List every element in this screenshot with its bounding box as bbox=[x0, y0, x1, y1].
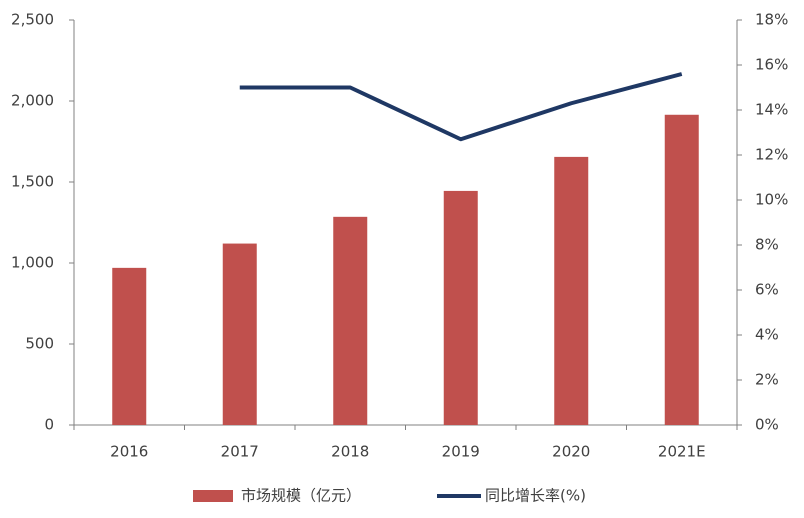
line bbox=[239, 72, 683, 142]
y2-tick-label: 4% bbox=[755, 326, 779, 344]
x-tick-label: 2016 bbox=[110, 443, 148, 461]
y2-tick-label: 18% bbox=[755, 11, 788, 29]
bar bbox=[333, 216, 368, 425]
legend-swatch bbox=[193, 490, 233, 502]
x-tick-label: 2021E bbox=[658, 443, 706, 461]
legend-label: 同比增长率(%) bbox=[485, 487, 586, 505]
x-tick-label: 2019 bbox=[442, 443, 480, 461]
bar bbox=[554, 156, 589, 425]
x-tick-label: 2020 bbox=[552, 443, 590, 461]
y2-tick-label: 10% bbox=[755, 191, 788, 209]
bar bbox=[112, 267, 147, 425]
y2-tick-label: 6% bbox=[755, 281, 779, 299]
y-tick-label: 2,500 bbox=[11, 11, 54, 29]
y-tick-label: 0 bbox=[44, 416, 54, 434]
x-tick-label: 2018 bbox=[331, 443, 369, 461]
legend-label: 市场规模（亿元） bbox=[241, 487, 361, 505]
y-tick-label: 2,000 bbox=[11, 92, 54, 110]
y2-tick-label: 2% bbox=[755, 371, 779, 389]
y2-tick-label: 8% bbox=[755, 236, 779, 254]
bar bbox=[443, 190, 478, 425]
y2-tick-label: 16% bbox=[755, 56, 788, 74]
y2-tick-label: 12% bbox=[755, 146, 788, 164]
y2-tick-label: 14% bbox=[755, 101, 788, 119]
y-tick-label: 500 bbox=[25, 335, 54, 353]
bar bbox=[664, 114, 699, 426]
x-tick-label: 2017 bbox=[221, 443, 259, 461]
y-tick-label: 1,500 bbox=[11, 173, 54, 191]
y2-tick-label: 0% bbox=[755, 416, 779, 434]
bar bbox=[222, 243, 257, 425]
y-tick-label: 1,000 bbox=[11, 254, 54, 272]
